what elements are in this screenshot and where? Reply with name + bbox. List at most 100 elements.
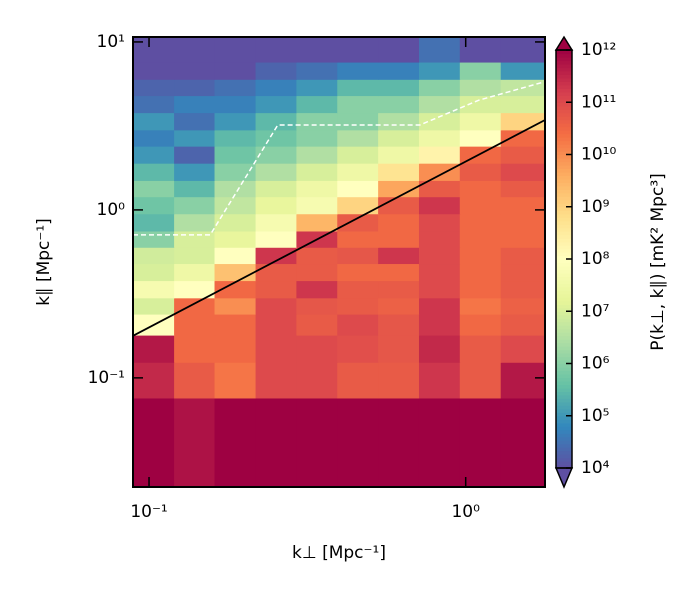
colorbar-segment bbox=[556, 300, 572, 305]
heatmap-cell bbox=[500, 196, 546, 215]
colorbar-segment bbox=[556, 140, 572, 145]
colorbar-segment bbox=[556, 192, 572, 197]
heatmap-cell bbox=[418, 230, 461, 248]
heatmap-cell bbox=[500, 112, 546, 131]
heatmap-cell bbox=[214, 280, 257, 299]
colorbar-segment bbox=[556, 360, 572, 365]
heatmap-cell bbox=[214, 334, 257, 363]
heatmap-cell bbox=[500, 314, 546, 336]
heatmap-cell bbox=[214, 79, 257, 97]
heatmap-cell bbox=[296, 247, 338, 265]
heatmap-cell bbox=[500, 334, 546, 363]
colorbar-segment bbox=[556, 321, 572, 326]
heatmap-cell bbox=[459, 362, 502, 399]
colorbar-segment bbox=[556, 370, 572, 375]
colorbar-segment bbox=[556, 220, 572, 225]
heatmap-cell bbox=[378, 230, 420, 248]
colorbar-segment bbox=[556, 373, 572, 379]
y-tick-label: 10⁰ bbox=[97, 200, 126, 220]
colorbar-segment bbox=[556, 123, 572, 128]
heatmap-cell bbox=[214, 362, 257, 399]
colorbar-segment bbox=[556, 412, 572, 417]
colorbar-segment bbox=[556, 238, 572, 243]
colorbar-segment bbox=[556, 102, 572, 107]
heatmap-cell bbox=[255, 362, 298, 399]
colorbar-label: P(k⊥, k∥) [mK² Mpc³] bbox=[648, 173, 668, 351]
heatmap-cell bbox=[255, 129, 298, 147]
colorbar-segment bbox=[556, 137, 572, 142]
colorbar-segment bbox=[556, 450, 572, 455]
x-tick-label: 10⁻¹ bbox=[130, 502, 167, 522]
heatmap-cell bbox=[459, 230, 502, 248]
heatmap-cell bbox=[133, 297, 175, 315]
heatmap-cell bbox=[418, 112, 461, 131]
heatmap-cell bbox=[378, 112, 420, 131]
colorbar-segment bbox=[556, 457, 572, 462]
heatmap-cell bbox=[133, 95, 175, 114]
heatmap-cell bbox=[133, 280, 175, 299]
heatmap-cell bbox=[337, 146, 379, 164]
colorbar-segment bbox=[556, 151, 572, 156]
colorbar-segment bbox=[556, 384, 572, 389]
heatmap-cell bbox=[459, 263, 502, 282]
heatmap-cell bbox=[337, 37, 379, 63]
colorbar-segment bbox=[556, 178, 572, 183]
heatmap-cell bbox=[174, 129, 216, 147]
colorbar-segment bbox=[556, 259, 572, 264]
heatmap-cell bbox=[459, 79, 502, 97]
colorbar-segment bbox=[556, 81, 572, 86]
heatmap-cell bbox=[133, 213, 175, 232]
colorbar-segment bbox=[556, 53, 572, 58]
heatmap-cell bbox=[337, 280, 379, 299]
colorbar-segment bbox=[556, 119, 572, 124]
heatmap-cell bbox=[174, 95, 216, 114]
heatmap-cell bbox=[378, 180, 420, 198]
heatmap-cell bbox=[500, 247, 546, 265]
heatmap-cell bbox=[378, 263, 420, 282]
heatmap-cell bbox=[459, 61, 502, 80]
heatmap-cell bbox=[378, 280, 420, 299]
colorbar-segment bbox=[556, 130, 572, 135]
heatmap-cell bbox=[214, 230, 257, 248]
heatmap-cell bbox=[418, 247, 461, 265]
heatmap-cell bbox=[214, 112, 257, 131]
colorbar-segment bbox=[556, 408, 572, 413]
heatmap-cell bbox=[378, 334, 420, 363]
colorbar-segment bbox=[556, 227, 572, 232]
colorbar-segment bbox=[556, 77, 572, 82]
heatmap-cell bbox=[296, 61, 338, 80]
heatmap-cell bbox=[174, 180, 216, 198]
heatmap-cell bbox=[459, 314, 502, 336]
colorbar-segment bbox=[556, 398, 572, 403]
heatmap-cell bbox=[337, 334, 379, 363]
colorbar-segment bbox=[556, 196, 572, 201]
heatmap-cell bbox=[337, 129, 379, 147]
heatmap-cell bbox=[296, 263, 338, 282]
heatmap-cell bbox=[133, 146, 175, 164]
colorbar-segment bbox=[556, 203, 572, 208]
colorbar-segment bbox=[556, 290, 572, 295]
heatmap-cell bbox=[133, 129, 175, 147]
colorbar-segment bbox=[556, 199, 572, 204]
heatmap-cell bbox=[133, 263, 175, 282]
colorbar-segment bbox=[556, 67, 572, 72]
heatmap-cell bbox=[296, 280, 338, 299]
colorbar-segment bbox=[556, 171, 572, 176]
colorbar-tick-label: 10⁵ bbox=[581, 406, 609, 426]
heatmap-cell bbox=[337, 163, 379, 181]
heatmap-cell bbox=[296, 314, 338, 336]
heatmap-cell bbox=[214, 37, 257, 63]
heatmap-cell bbox=[500, 263, 546, 282]
colorbar-tick-label: 10⁷ bbox=[581, 301, 610, 321]
heatmap-cell bbox=[255, 230, 298, 248]
colorbar-segment bbox=[556, 443, 572, 448]
y-tick-label: 10¹ bbox=[97, 32, 125, 52]
heatmap-cell bbox=[459, 129, 502, 147]
colorbar-segment bbox=[556, 105, 572, 110]
colorbar-segment bbox=[556, 422, 572, 427]
heatmap-cell bbox=[296, 213, 338, 232]
colorbar-segment bbox=[556, 447, 572, 452]
heatmap-cell bbox=[500, 213, 546, 232]
heatmap-cell bbox=[255, 163, 298, 181]
